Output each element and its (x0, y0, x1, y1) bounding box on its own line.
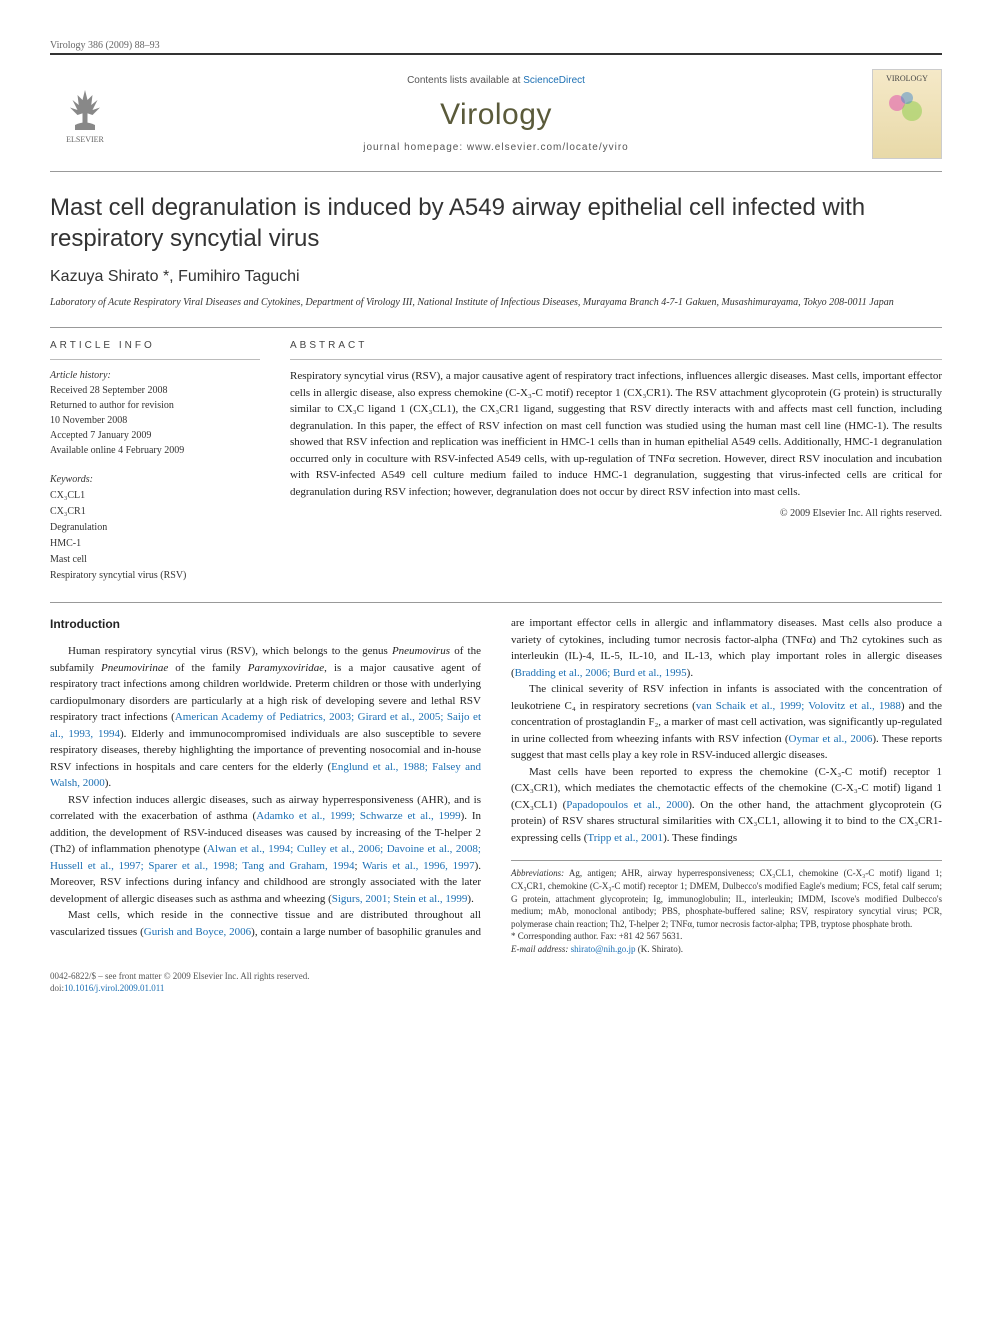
article-info-column: ARTICLE INFO Article history: Received 2… (50, 340, 260, 584)
volume-issue-pages: Virology 386 (2009) 88–93 (50, 40, 942, 51)
body-paragraph: RSV infection induces allergic diseases,… (50, 792, 481, 908)
journal-cover-thumbnail: VIROLOGY (872, 69, 942, 159)
divider-below-abstract (50, 602, 942, 603)
availability-text: Contents lists available at (407, 75, 523, 86)
header-center: Contents lists available at ScienceDirec… (120, 75, 872, 153)
corr-label: * Corresponding author. (511, 931, 598, 941)
taxon: Paramyxoviridae (248, 662, 324, 674)
text: of the family (168, 662, 248, 674)
body-paragraph: Human respiratory syncytial virus (RSV),… (50, 643, 481, 792)
abbr-text: Ag, antigen; AHR, airway hyperresponsive… (511, 868, 942, 928)
affiliation: Laboratory of Acute Respiratory Viral Di… (50, 296, 942, 309)
body-two-column: Introduction Human respiratory syncytial… (50, 615, 942, 955)
corr-fax: Fax: +81 42 567 5631. (598, 931, 682, 941)
history-line: 10 November 2008 (50, 415, 127, 426)
text: ). (687, 667, 693, 679)
history-line: Received 28 September 2008 (50, 385, 167, 396)
info-abstract-row: ARTICLE INFO Article history: Received 2… (50, 340, 942, 584)
history-line: Returned to author for revision (50, 400, 174, 411)
history-heading: Article history: (50, 370, 111, 381)
abstract-copyright: © 2009 Elsevier Inc. All rights reserved… (290, 508, 942, 519)
corresponding-author: * Corresponding author. Fax: +81 42 567 … (511, 930, 942, 943)
body-paragraph: The clinical severity of RSV infection i… (511, 681, 942, 764)
keywords-block: Keywords: CX₃CL1 CX₃CR1 Degranulation HM… (50, 472, 260, 584)
publisher-logo: ELSEVIER (50, 79, 120, 149)
cover-title: VIROLOGY (886, 74, 928, 83)
article-info-label: ARTICLE INFO (50, 340, 260, 351)
citation-link[interactable]: Oymar et al., 2006 (789, 733, 873, 745)
intro-heading: Introduction (50, 615, 481, 633)
taxon: Pneumovirus (392, 645, 450, 657)
email-label: E-mail address: (511, 944, 568, 954)
doi-link[interactable]: 10.1016/j.virol.2009.01.011 (64, 983, 164, 993)
keyword: Mast cell (50, 554, 87, 565)
citation-link[interactable]: Waris et al., 1996, 1997 (362, 860, 475, 872)
citation-link[interactable]: Adamko et al., 1999; Schwarze et al., 19… (256, 810, 460, 822)
citation-link[interactable]: Gurish and Boyce, 2006 (144, 926, 251, 938)
article-history: Article history: Received 28 September 2… (50, 368, 260, 458)
email-who: (K. Shirato). (635, 944, 683, 954)
abbreviations: Abbreviations: Ag, antigen; AHR, airway … (511, 867, 942, 930)
abstract-label: ABSTRACT (290, 340, 942, 351)
keyword: CX₃CR1 (50, 506, 86, 517)
citation-link[interactable]: van Schaik et al., 1999; Volovitz et al.… (696, 700, 901, 712)
citation-link[interactable]: Tripp et al., 2001 (587, 832, 663, 844)
elsevier-tree-icon (60, 85, 110, 135)
footer-meta: 0042-6822/$ – see front matter © 2009 El… (50, 970, 942, 995)
divider-above-abstract (50, 327, 942, 328)
email-line: E-mail address: shirato@nih.go.jp (K. Sh… (511, 943, 942, 956)
article-title: Mast cell degranulation is induced by A5… (50, 192, 942, 254)
journal-header-band: ELSEVIER Contents lists available at Sci… (50, 61, 942, 172)
doi-label: doi: (50, 983, 64, 993)
text: ). (105, 777, 111, 789)
journal-name: Virology (120, 98, 872, 132)
citation-link[interactable]: Sigurs, 2001; Stein et al., 1999 (332, 893, 468, 905)
journal-homepage: journal homepage: www.elsevier.com/locat… (120, 142, 872, 153)
authors-text: Kazuya Shirato *, Fumihiro Taguchi (50, 268, 300, 285)
text: ). (467, 893, 473, 905)
history-line: Accepted 7 January 2009 (50, 430, 151, 441)
keyword: Degranulation (50, 522, 107, 533)
header-rule-top (50, 53, 942, 55)
keywords-heading: Keywords: (50, 474, 93, 485)
citation-link[interactable]: Papadopoulos et al., 2000 (566, 799, 688, 811)
abstract-divider (290, 359, 942, 360)
author-list: Kazuya Shirato *, Fumihiro Taguchi (50, 268, 942, 286)
abstract-column: ABSTRACT Respiratory syncytial virus (RS… (290, 340, 942, 584)
citation-link[interactable]: Bradding et al., 2006; Burd et al., 1995 (515, 667, 687, 679)
availability-line: Contents lists available at ScienceDirec… (120, 75, 872, 86)
issn-copyright: 0042-6822/$ – see front matter © 2009 El… (50, 970, 942, 983)
cover-art-icon (882, 83, 932, 133)
keyword: Respiratory syncytial virus (RSV) (50, 570, 186, 581)
text: Human respiratory syncytial virus (RSV),… (68, 645, 392, 657)
homepage-label: journal homepage: (363, 142, 467, 153)
sciencedirect-link[interactable]: ScienceDirect (523, 75, 585, 86)
history-line: Available online 4 February 2009 (50, 445, 184, 456)
homepage-url: www.elsevier.com/locate/yviro (467, 142, 629, 153)
text: ; (354, 860, 362, 872)
info-divider (50, 359, 260, 360)
keyword: CX₃CL1 (50, 490, 85, 501)
doi-line: doi:10.1016/j.virol.2009.01.011 (50, 982, 942, 995)
publisher-name: ELSEVIER (66, 135, 104, 144)
abbr-label: Abbreviations: (511, 868, 564, 878)
taxon: Pneumovirinae (101, 662, 168, 674)
text: ). These findings (663, 832, 737, 844)
email-link[interactable]: shirato@nih.go.jp (568, 944, 635, 954)
abstract-text: Respiratory syncytial virus (RSV), a maj… (290, 368, 942, 500)
keyword: HMC-1 (50, 538, 81, 549)
footnotes: Abbreviations: Ag, antigen; AHR, airway … (511, 860, 942, 955)
body-paragraph: Mast cells have been reported to express… (511, 764, 942, 847)
